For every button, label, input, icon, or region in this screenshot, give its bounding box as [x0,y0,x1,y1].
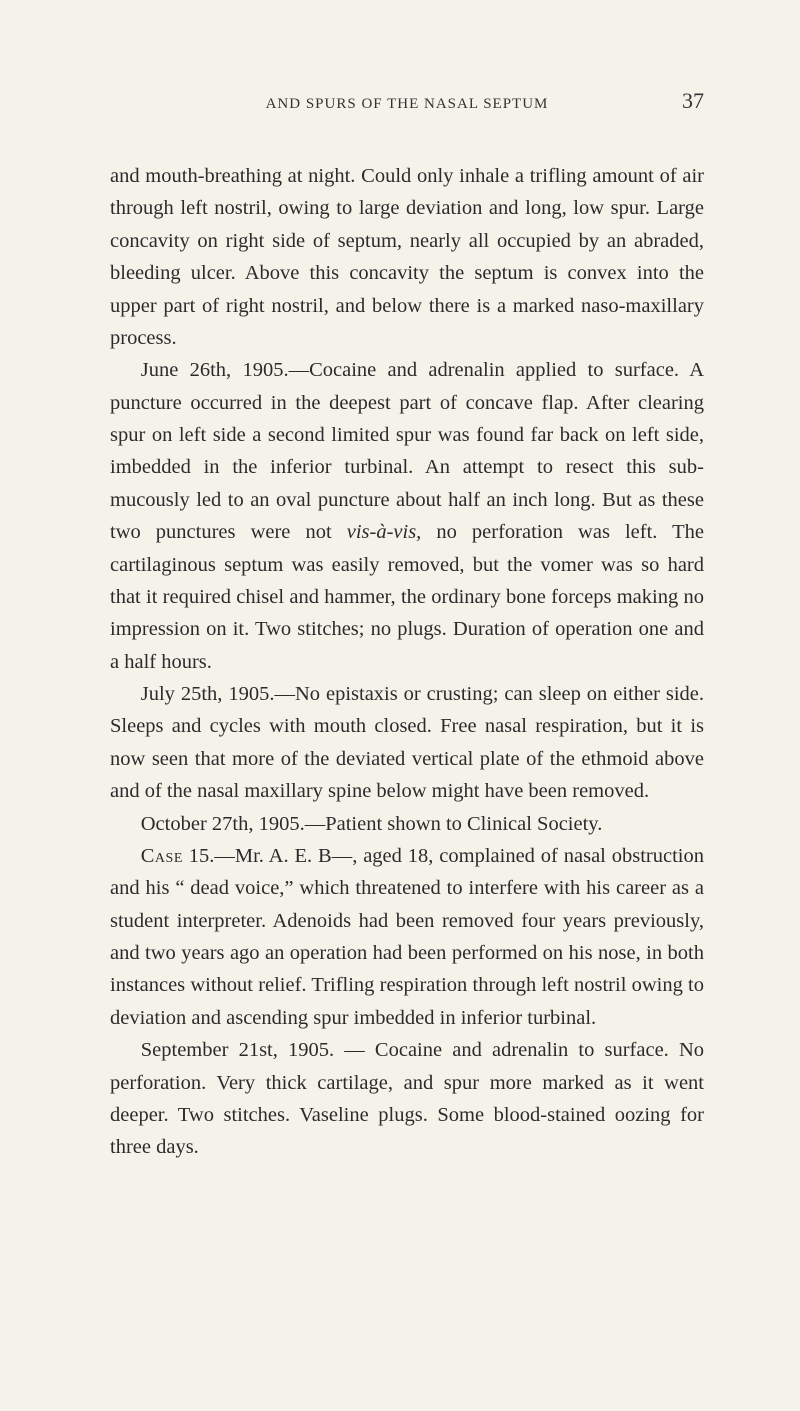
paragraph-6: September 21st, 1905. — Cocaine and adre… [110,1034,704,1164]
page-container: AND SPURS OF THE NASAL SEPTUM 37 and mou… [0,0,800,1224]
paragraph-2-part1: June 26th, 1905.—Cocaine and adrenalin a… [110,359,704,543]
running-title: AND SPURS OF THE NASAL SEPTUM [150,96,664,113]
page-number: 37 [664,88,704,114]
paragraph-1: and mouth-breathing at night. Could only… [110,160,704,354]
paragraph-3: July 25th, 1905.—No epistaxis or crustin… [110,678,704,808]
paragraph-2: June 26th, 1905.—Cocaine and adrenalin a… [110,354,704,678]
paragraph-5-body: 15.—Mr. A. E. B—, aged 18, complained of… [110,845,704,1029]
paragraph-2-italic: vis-à-vis, [347,521,422,543]
paragraph-4: October 27th, 1905.—Patient shown to Cli… [110,808,704,840]
paragraph-5: Case 15.—Mr. A. E. B—, aged 18, complain… [110,840,704,1034]
paragraph-2-part2: no per­foration was left. The cartilagin… [110,521,704,673]
page-header: AND SPURS OF THE NASAL SEPTUM 37 [110,88,704,114]
case-label: Case [141,845,183,867]
body-text: and mouth-breathing at night. Could only… [110,160,704,1164]
